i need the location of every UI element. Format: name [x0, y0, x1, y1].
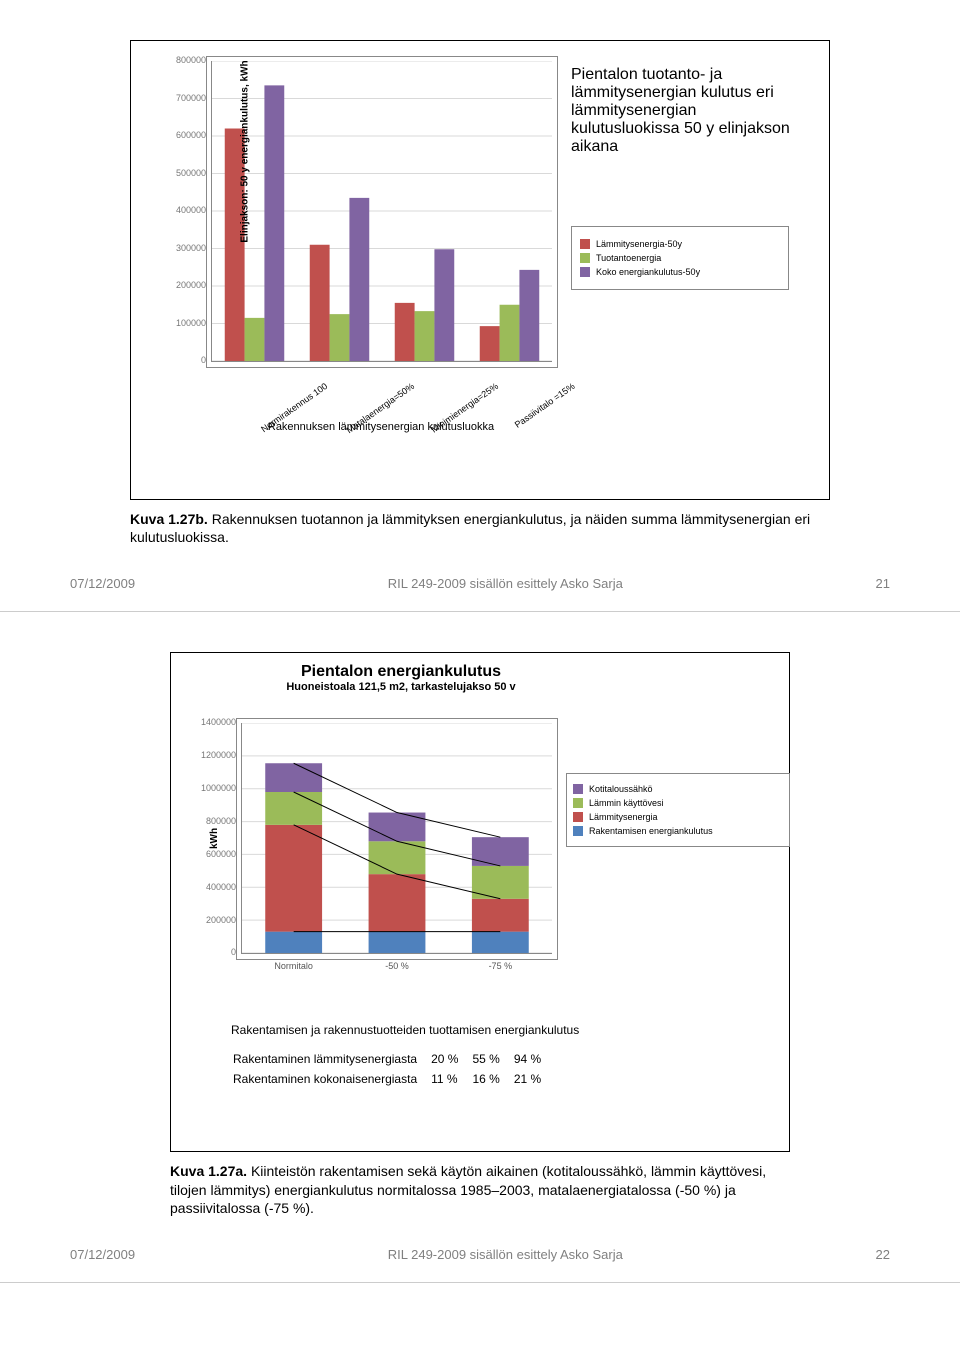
table-row: Rakentaminen kokonaisenergiasta11 %16 %2… — [233, 1070, 553, 1088]
chart-2-ytick: 600000 — [190, 849, 236, 859]
legend-label: Tuotantoenergia — [596, 253, 661, 263]
legend-label: Lämmitysenergia-50y — [596, 239, 682, 249]
chart-1-svg — [212, 61, 552, 361]
chart-1-ytick: 600000 — [164, 130, 206, 140]
chart-2-ytick: 400000 — [190, 882, 236, 892]
chart-1-legend: Lämmitysenergia-50y Tuotantoenergia Koko e… — [571, 226, 789, 290]
table-value: 55 % — [472, 1050, 511, 1068]
legend-swatch — [580, 253, 590, 263]
legend-swatch — [573, 784, 583, 794]
table-value: 16 % — [472, 1070, 511, 1088]
legend-label: Lämmin käyttövesi — [589, 798, 664, 808]
chart-2-legend: Kotitaloussähkö Lämmin käyttövesi Lämmitys… — [566, 773, 790, 847]
legend-label: Koko energiankulutus-50y — [596, 267, 700, 277]
footer-page: 21 — [876, 576, 890, 591]
legend-label: Rakentamisen energiankulutus — [589, 826, 713, 836]
slide-2: Pientalon energiankulutus Huoneistoala 1… — [0, 612, 960, 1283]
table-value: 21 % — [514, 1070, 553, 1088]
chart-1-ylabel: Elinjakson: 50 y energiankulutus, kWh — [240, 60, 251, 242]
legend-item: Lämmitysenergia — [573, 812, 783, 822]
chart-2-svg — [242, 723, 552, 953]
chart-1-ytick: 300000 — [164, 243, 206, 253]
chart-2-subtitle: Huoneistoala 121,5 m2, tarkastelujakso 5… — [171, 681, 631, 693]
table-label: Rakentaminen kokonaisenergiasta — [233, 1070, 429, 1088]
legend-item: Lämmin käyttövesi — [573, 798, 783, 808]
legend-item: Kotitaloussähkö — [573, 784, 783, 794]
legend-label: Kotitaloussähkö — [589, 784, 653, 794]
table-value: 94 % — [514, 1050, 553, 1068]
chart-1-ytick: 0 — [164, 355, 206, 365]
chart-1-plot-area: Elinjakson: 50 y energiankulutus, kWh 01… — [211, 61, 552, 362]
chart-2-ytick: 1400000 — [190, 717, 236, 727]
chart-1-ytick: 700000 — [164, 93, 206, 103]
legend-swatch — [580, 267, 590, 277]
chart-2-caption: Kuva 1.27a. Kiinteistön rakentamisen sek… — [170, 1162, 790, 1217]
footer-date: 07/12/2009 — [70, 576, 135, 591]
legend-swatch — [573, 798, 583, 808]
legend-label: Lämmitysenergia — [589, 812, 658, 822]
chart-1-frame: Elinjakson: 50 y energiankulutus, kWh 0 1… — [130, 40, 830, 500]
table-row: Rakentaminen lämmitysenergiasta20 %55 %9… — [233, 1050, 553, 1068]
chart-2-ytick: 0 — [190, 947, 236, 957]
chart-2-title: Pientalon energiankulutus — [171, 663, 631, 681]
chart-1-ytick: 400000 — [164, 205, 206, 215]
chart-2-table-title: Rakentamisen ja rakennustuotteiden tuott… — [231, 1023, 579, 1037]
slide-1: Elinjakson: 50 y energiankulutus, kWh 0 1… — [0, 0, 960, 612]
chart-2-xcategory: -75 % — [465, 961, 535, 971]
caption-1-text: Rakennuksen tuotannon ja lämmityksen ene… — [130, 511, 810, 545]
table-label: Rakentaminen lämmitysenergiasta — [233, 1050, 429, 1068]
legend-swatch — [573, 826, 583, 836]
chart-2-xcategory: -50 % — [362, 961, 432, 971]
legend-item: Tuotantoenergia — [580, 253, 780, 263]
footer-date: 07/12/2009 — [70, 1247, 135, 1262]
chart-1-ytick: 800000 — [164, 55, 206, 65]
footer-center: RIL 249-2009 sisällön esittely Asko Sarj… — [388, 576, 623, 591]
legend-item: Lämmitysenergia-50y — [580, 239, 780, 249]
footer-center: RIL 249-2009 sisällön esittely Asko Sarj… — [388, 1247, 623, 1262]
chart-2-frame: Pientalon energiankulutus Huoneistoala 1… — [170, 652, 790, 1152]
chart-2-ylabel: kWh — [209, 828, 220, 849]
chart-2-ytick: 1000000 — [190, 783, 236, 793]
chart-2-ytick: 200000 — [190, 915, 236, 925]
slide-2-footer: 07/12/2009 RIL 249-2009 sisällön esittel… — [70, 1247, 890, 1262]
legend-swatch — [580, 239, 590, 249]
legend-item: Koko energiankulutus-50y — [580, 267, 780, 277]
table-value: 11 % — [431, 1070, 470, 1088]
chart-2-title-block: Pientalon energiankulutus Huoneistoala 1… — [171, 663, 631, 693]
chart-1-title: Pientalon tuotanto- ja lämmitysenergian … — [571, 66, 801, 156]
chart-1-ytick: 100000 — [164, 318, 206, 328]
caption-2-text: Kiinteistön rakentamisen sekä käytön aik… — [170, 1163, 766, 1215]
chart-1-ytick: 500000 — [164, 168, 206, 178]
chart-2-xcategory: Normitalo — [259, 961, 329, 971]
chart-2-ytick: 1200000 — [190, 750, 236, 760]
chart-2-table: Rakentaminen lämmitysenergiasta20 %55 %9… — [231, 1048, 555, 1090]
chart-2-plot-area: kWh 020000040000060000080000010000001200… — [241, 723, 552, 954]
chart-2-ytick: 800000 — [190, 816, 236, 826]
chart-1-caption: Kuva 1.27b. Rakennuksen tuotannon ja läm… — [130, 510, 830, 546]
chart-1-ytick: 200000 — [164, 280, 206, 290]
chart-1-xlabel: Rakennuksen lämmitysenergian kulutusluok… — [211, 421, 551, 433]
legend-swatch — [573, 812, 583, 822]
slide-1-footer: 07/12/2009 RIL 249-2009 sisällön esittel… — [70, 576, 890, 591]
table-value: 20 % — [431, 1050, 470, 1068]
legend-item: Rakentamisen energiankulutus — [573, 826, 783, 836]
footer-page: 22 — [876, 1247, 890, 1262]
